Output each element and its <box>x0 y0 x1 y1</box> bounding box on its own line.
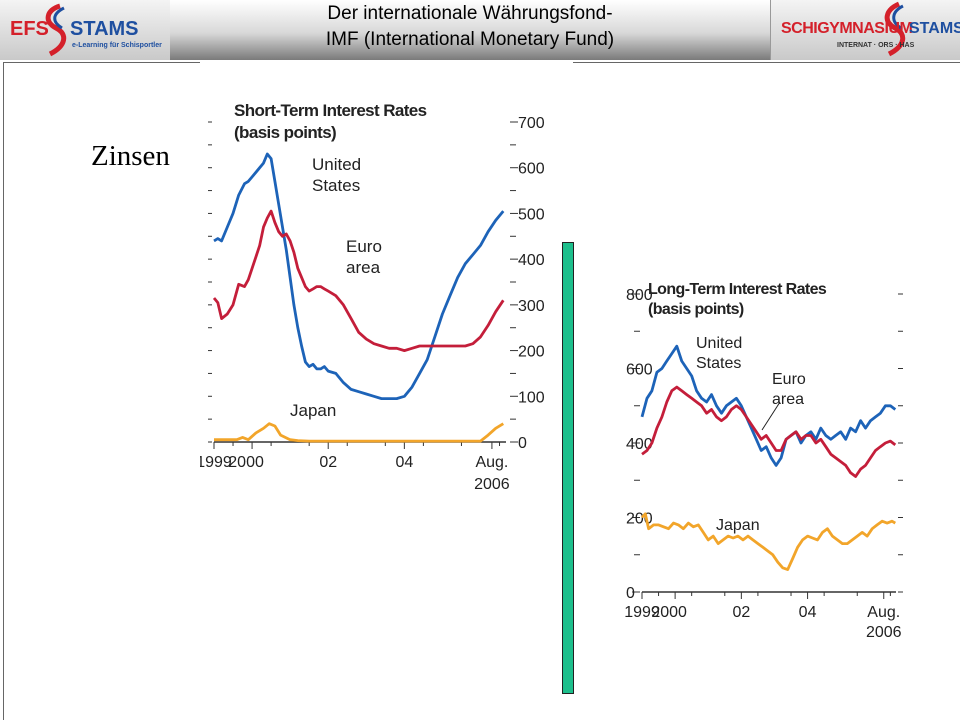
y-tick-label: 0 <box>626 585 635 602</box>
chart-subtitle: (basis points) <box>648 301 744 318</box>
efs-stams-logo: EFS STAMS e-Learning für Schisportler <box>0 0 171 60</box>
ski-s-swoosh-icon <box>884 1 906 57</box>
accent-bar <box>562 242 574 694</box>
series-line-united-states <box>640 344 897 467</box>
ski-s-swoosh-icon <box>45 3 67 57</box>
series-label: States <box>312 176 360 195</box>
y-tick-label: 600 <box>518 161 545 178</box>
x-tick-label: 2006 <box>866 624 902 641</box>
x-tick-label: 04 <box>799 604 817 621</box>
y-tick-label: 700 <box>518 115 545 132</box>
chart-subtitle: (basis points) <box>234 123 336 142</box>
y-tick-label: 400 <box>626 436 653 453</box>
slide-header: EFS STAMS e-Learning für Schisportler De… <box>0 0 960 62</box>
logo-left-brand-a: EFS <box>10 18 49 40</box>
y-tick-label: 400 <box>518 252 545 269</box>
logo-left-brand-b: STAMS <box>70 18 139 40</box>
x-tick-label: Aug. <box>475 454 508 471</box>
logo-right-brand-a: SCHIGYMNASIUM <box>781 20 913 37</box>
x-tick-label: 2000 <box>651 604 687 621</box>
x-tick-label: 1999 <box>624 604 660 621</box>
page-title: Der internationale Währungsfond- IMF (In… <box>170 0 770 60</box>
series-label: Euro <box>346 237 382 256</box>
series-label: area <box>346 258 381 277</box>
slide-frame-top <box>3 62 200 63</box>
series-label: area <box>772 391 804 408</box>
x-tick-label: 02 <box>732 604 750 621</box>
logo-left-tagline: e-Learning für Schisportler <box>72 42 162 49</box>
y-tick-label: 0 <box>518 435 527 452</box>
series-label: States <box>696 355 741 372</box>
chart-series-labels: United States Euro area Japan <box>696 335 806 534</box>
page-title-line-1: Der internationale Währungsfond- <box>327 3 613 24</box>
x-tick-label: 2000 <box>228 454 264 471</box>
chart-series-labels: United States Euro area Japan <box>290 155 382 420</box>
series-label: Japan <box>716 517 760 534</box>
series-label: Japan <box>290 401 336 420</box>
short-term-rates-chart: Short-Term Interest Rates (basis points)… <box>200 82 570 502</box>
y-tick-label: 500 <box>518 206 545 223</box>
long-term-rates-chart: Long-Term Interest Rates (basis points) … <box>580 262 915 642</box>
chart-title: Long-Term Interest Rates <box>648 281 827 298</box>
logo-right-tagline: INTERNAT · ORS · HAS <box>837 42 915 49</box>
schigymnasium-stams-logo: SCHIGYMNASIUM STAMS INTERNAT · ORS · HAS <box>770 0 960 60</box>
y-tick-label: 800 <box>626 287 653 304</box>
series-label: United <box>312 155 361 174</box>
slide-heading: Zinsen <box>91 140 170 172</box>
page-title-line-2: IMF (International Monetary Fund) <box>325 29 615 50</box>
series-line-united-states <box>213 152 505 400</box>
series-line-japan <box>640 512 896 571</box>
series-line-euro-area <box>212 209 505 352</box>
y-tick-label: 300 <box>518 298 545 315</box>
euro-label-pointer <box>761 401 781 431</box>
slide-frame-top <box>573 62 960 63</box>
slide-frame-left <box>3 62 4 720</box>
y-tick-label: 100 <box>518 389 545 406</box>
series-label: United <box>696 335 742 352</box>
chart-lines <box>640 344 897 571</box>
series-line-japan <box>214 422 505 443</box>
series-label: Euro <box>772 371 806 388</box>
x-tick-label: Aug. <box>867 604 900 621</box>
chart-title: Short-Term Interest Rates <box>234 101 427 120</box>
logo-right-brand-b: STAMS <box>909 20 960 37</box>
x-tick-label: 02 <box>319 454 337 471</box>
x-tick-label: 04 <box>395 454 413 471</box>
x-tick-label: 1999 <box>200 454 232 471</box>
x-tick-label: 2006 <box>474 476 510 493</box>
series-line-euro-area <box>641 385 897 478</box>
y-tick-label: 200 <box>518 344 545 361</box>
chart-lines <box>212 152 505 443</box>
y-tick-label: 600 <box>626 362 653 379</box>
